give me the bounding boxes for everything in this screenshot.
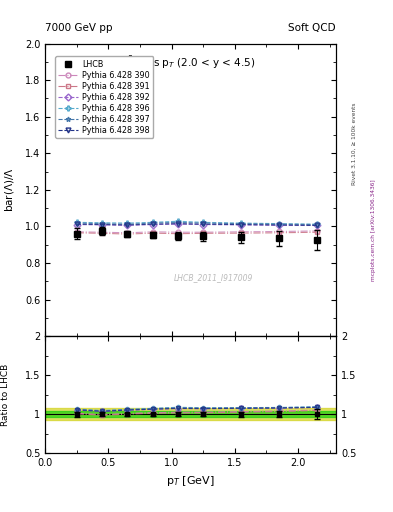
Pythia 6.428 391 xyxy=(239,230,244,236)
Pythia 6.428 398 xyxy=(176,221,180,227)
Pythia 6.428 397 xyxy=(150,220,155,226)
Pythia 6.428 396 xyxy=(201,219,206,225)
Pythia 6.428 391 xyxy=(100,230,105,237)
Pythia 6.428 398 xyxy=(150,221,155,227)
Pythia 6.428 390 xyxy=(125,230,130,236)
Line: Pythia 6.428 397: Pythia 6.428 397 xyxy=(74,220,320,227)
Pythia 6.428 397 xyxy=(125,221,130,227)
Pythia 6.428 397 xyxy=(315,222,320,228)
Pythia 6.428 397 xyxy=(74,220,79,226)
Pythia 6.428 397 xyxy=(201,220,206,226)
Pythia 6.428 396 xyxy=(150,219,155,225)
Pythia 6.428 391 xyxy=(176,230,180,237)
Pythia 6.428 392 xyxy=(100,222,105,228)
Pythia 6.428 396 xyxy=(125,220,130,226)
Y-axis label: bar($\Lambda$)/$\Lambda$: bar($\Lambda$)/$\Lambda$ xyxy=(3,167,16,212)
Pythia 6.428 396 xyxy=(176,218,180,224)
Pythia 6.428 398 xyxy=(100,222,105,228)
Pythia 6.428 391 xyxy=(125,231,130,237)
X-axis label: p$_{T}$ [GeV]: p$_{T}$ [GeV] xyxy=(166,474,215,487)
Pythia 6.428 398 xyxy=(277,222,281,228)
Line: Pythia 6.428 392: Pythia 6.428 392 xyxy=(74,222,320,228)
Legend: LHCB, Pythia 6.428 390, Pythia 6.428 391, Pythia 6.428 392, Pythia 6.428 396, Py: LHCB, Pythia 6.428 390, Pythia 6.428 391… xyxy=(55,56,153,138)
Bar xyxy=(45,411,336,417)
Text: LHCB_2011_I917009: LHCB_2011_I917009 xyxy=(174,273,253,282)
Line: Pythia 6.428 391: Pythia 6.428 391 xyxy=(74,230,320,237)
Text: Soft QCD: Soft QCD xyxy=(288,23,336,33)
Bar xyxy=(45,408,336,420)
Pythia 6.428 396 xyxy=(315,221,320,227)
Pythia 6.428 391 xyxy=(277,230,281,236)
Pythia 6.428 398 xyxy=(239,222,244,228)
Pythia 6.428 396 xyxy=(277,221,281,227)
Pythia 6.428 398 xyxy=(201,221,206,227)
Pythia 6.428 392 xyxy=(176,221,180,227)
Pythia 6.428 392 xyxy=(239,222,244,228)
Pythia 6.428 390 xyxy=(201,229,206,236)
Line: Pythia 6.428 398: Pythia 6.428 398 xyxy=(74,221,320,228)
Text: Rivet 3.1.10, ≥ 100k events: Rivet 3.1.10, ≥ 100k events xyxy=(352,102,357,185)
Pythia 6.428 397 xyxy=(100,221,105,227)
Pythia 6.428 397 xyxy=(277,221,281,227)
Pythia 6.428 392 xyxy=(315,222,320,228)
Pythia 6.428 392 xyxy=(201,222,206,228)
Pythia 6.428 390 xyxy=(239,229,244,235)
Pythia 6.428 397 xyxy=(239,221,244,227)
Text: mcplots.cern.ch [arXiv:1306.3436]: mcplots.cern.ch [arXiv:1306.3436] xyxy=(371,180,376,281)
Pythia 6.428 396 xyxy=(100,220,105,226)
Text: 7000 GeV pp: 7000 GeV pp xyxy=(45,23,113,33)
Pythia 6.428 390 xyxy=(74,229,79,235)
Pythia 6.428 391 xyxy=(150,230,155,236)
Pythia 6.428 392 xyxy=(74,222,79,228)
Pythia 6.428 392 xyxy=(125,222,130,228)
Pythia 6.428 396 xyxy=(74,219,79,225)
Pythia 6.428 390 xyxy=(100,229,105,236)
Pythia 6.428 391 xyxy=(315,229,320,236)
Pythia 6.428 390 xyxy=(315,228,320,234)
Pythia 6.428 390 xyxy=(150,229,155,235)
Pythia 6.428 391 xyxy=(74,230,79,236)
Pythia 6.428 390 xyxy=(277,228,281,234)
Pythia 6.428 392 xyxy=(277,222,281,228)
Pythia 6.428 398 xyxy=(74,221,79,227)
Line: Pythia 6.428 396: Pythia 6.428 396 xyxy=(74,219,320,227)
Line: Pythia 6.428 390: Pythia 6.428 390 xyxy=(74,228,320,235)
Pythia 6.428 398 xyxy=(125,222,130,228)
Pythia 6.428 398 xyxy=(315,222,320,228)
Y-axis label: Ratio to LHCB: Ratio to LHCB xyxy=(1,364,10,426)
Pythia 6.428 396 xyxy=(239,220,244,226)
Pythia 6.428 391 xyxy=(201,230,206,237)
Text: $\bar{\Lambda}/\Lambda$ vs p$_{T}$ (2.0 < y < 4.5): $\bar{\Lambda}/\Lambda$ vs p$_{T}$ (2.0 … xyxy=(126,55,255,71)
Pythia 6.428 392 xyxy=(150,222,155,228)
Pythia 6.428 390 xyxy=(176,229,180,236)
Pythia 6.428 397 xyxy=(176,219,180,225)
